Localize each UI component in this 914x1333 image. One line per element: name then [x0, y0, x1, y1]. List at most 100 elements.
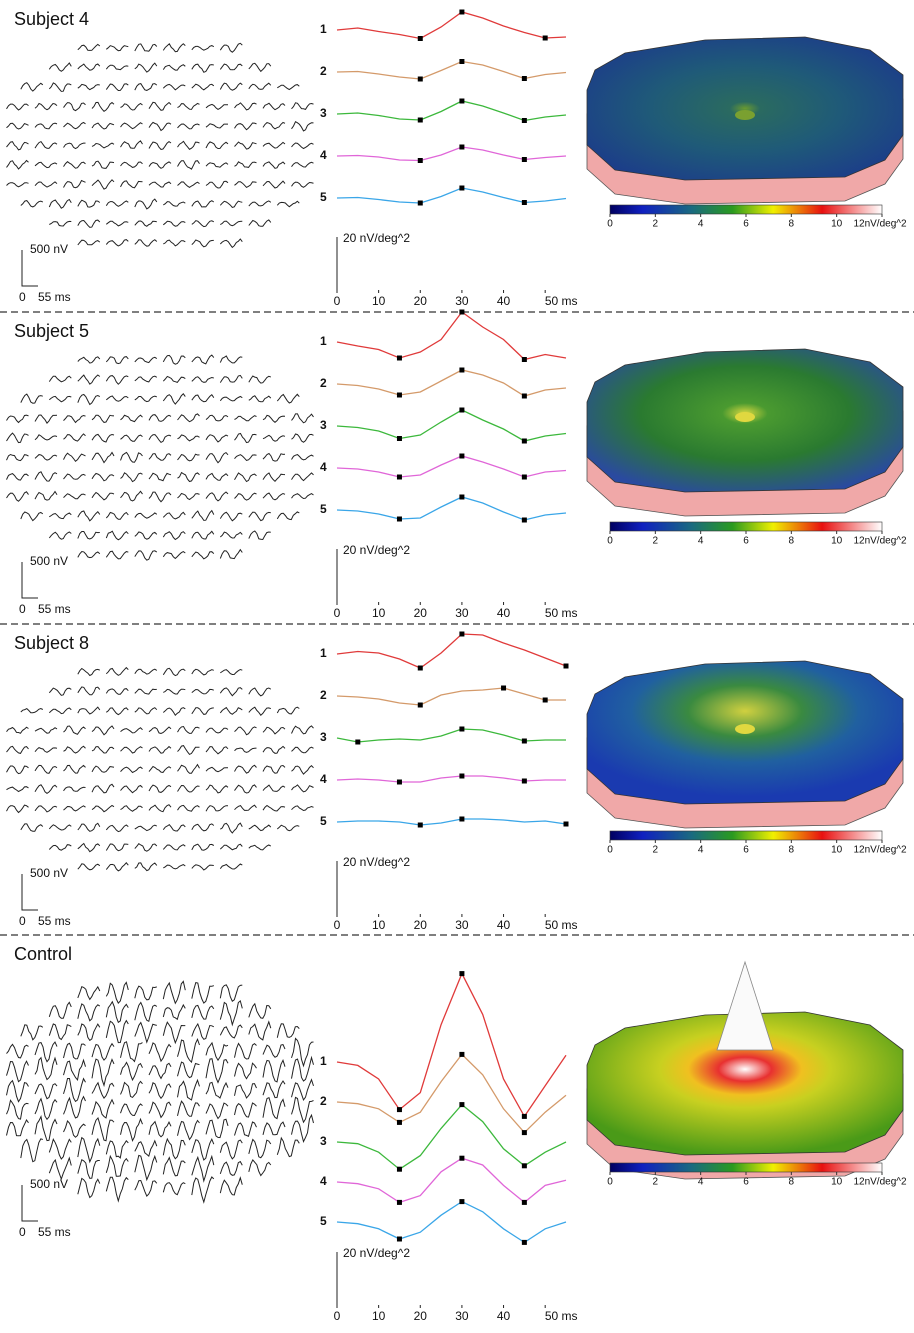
- local-trace: [219, 82, 243, 91]
- panel: Subject 4 500 nV 0 55 ms 1 2 3 4 5 20 nV/deg^2 0 10…: [6, 9, 907, 308]
- local-trace: [120, 122, 143, 130]
- local-trace: [291, 1096, 314, 1124]
- peak-marker: [396, 1119, 402, 1125]
- amplitude-scale-label: 20 nV/deg^2: [343, 231, 410, 245]
- ring-trace: [336, 818, 567, 826]
- ring-label: 5: [320, 190, 327, 204]
- local-trace: [219, 1160, 243, 1176]
- map-peak: [735, 110, 755, 120]
- array-time-start: 0: [19, 1225, 26, 1239]
- local-trace: [77, 199, 101, 208]
- peak-marker: [521, 438, 527, 444]
- local-trace: [148, 181, 172, 188]
- local-trace: [262, 102, 286, 111]
- peak-marker: [417, 76, 423, 82]
- local-trace: [177, 1100, 200, 1117]
- ring-trace: [336, 11, 567, 40]
- colorbar-tick-label: 2: [653, 219, 659, 230]
- local-trace: [49, 220, 72, 227]
- local-trace: [6, 159, 29, 170]
- map-peak: [735, 724, 755, 734]
- local-trace: [148, 1042, 172, 1063]
- array-time-start: 0: [19, 914, 26, 928]
- peak-marker: [521, 738, 527, 744]
- local-trace: [220, 220, 243, 227]
- local-trace: [48, 1156, 72, 1181]
- local-trace: [162, 1156, 186, 1177]
- local-trace: [219, 706, 243, 715]
- local-trace: [248, 1002, 272, 1019]
- x-tick-label: 0: [334, 606, 341, 620]
- array-amplitude-label: 500 nV: [30, 866, 68, 880]
- local-trace: [105, 395, 129, 402]
- ring-label: 4: [320, 148, 327, 162]
- local-trace: [177, 123, 200, 130]
- local-trace: [148, 804, 172, 813]
- x-tick-label: 10: [372, 1309, 386, 1323]
- local-trace: [91, 1081, 115, 1099]
- local-trace: [219, 1176, 243, 1196]
- ring-trace: [336, 496, 567, 521]
- local-trace: [91, 142, 115, 149]
- local-trace: [234, 726, 257, 736]
- local-trace: [262, 141, 286, 149]
- local-trace: [262, 1058, 286, 1083]
- ring-trace: [336, 728, 566, 743]
- local-trace: [248, 200, 272, 207]
- local-trace: [262, 472, 286, 483]
- trace-array: [6, 354, 314, 561]
- ring-label: 3: [320, 106, 327, 120]
- local-trace: [63, 414, 86, 424]
- peak-marker: [417, 702, 423, 708]
- array-time-start: 0: [19, 602, 26, 616]
- local-trace: [177, 1037, 200, 1064]
- local-trace: [91, 179, 115, 190]
- colorbar-tick-label: 8: [789, 1177, 795, 1188]
- local-trace: [162, 551, 186, 560]
- peak-marker: [417, 200, 423, 206]
- local-trace: [234, 161, 257, 168]
- local-trace: [291, 121, 314, 132]
- local-trace: [148, 121, 172, 132]
- array-time-end: 55 ms: [38, 602, 71, 616]
- peak-marker: [521, 1199, 527, 1205]
- local-trace: [219, 511, 243, 522]
- ring-trace: [336, 409, 567, 442]
- local-trace: [34, 454, 58, 461]
- local-trace: [291, 161, 314, 168]
- local-trace: [134, 707, 158, 715]
- ring-trace: [336, 311, 567, 361]
- local-trace: [120, 1041, 143, 1063]
- peak-marker: [417, 665, 423, 671]
- local-trace: [191, 1004, 215, 1020]
- local-trace: [291, 102, 314, 110]
- local-trace: [262, 1121, 286, 1136]
- local-trace: [205, 451, 229, 464]
- local-trace: [191, 843, 215, 851]
- local-trace: [148, 765, 172, 773]
- local-trace: [262, 1044, 286, 1058]
- ring-label: 1: [320, 22, 327, 36]
- ring-trace: [336, 455, 567, 478]
- local-trace: [48, 531, 72, 540]
- local-trace: [177, 804, 200, 812]
- local-trace: [34, 434, 58, 441]
- local-trace: [6, 1060, 29, 1083]
- local-trace: [134, 668, 158, 675]
- peak-marker: [459, 1051, 465, 1057]
- local-trace: [77, 550, 101, 559]
- local-trace: [191, 45, 215, 51]
- local-trace: [205, 805, 229, 812]
- local-trace: [63, 473, 86, 480]
- local-trace: [177, 492, 200, 501]
- local-trace: [262, 1080, 286, 1099]
- local-trace: [6, 141, 29, 151]
- local-trace: [77, 863, 101, 871]
- local-trace: [205, 1102, 229, 1120]
- array-time-start: 0: [19, 290, 26, 304]
- local-trace: [105, 239, 129, 247]
- local-trace: [276, 200, 300, 208]
- local-trace: [205, 123, 228, 129]
- peak-marker: [521, 1130, 527, 1136]
- array-scale-bar: [21, 250, 38, 287]
